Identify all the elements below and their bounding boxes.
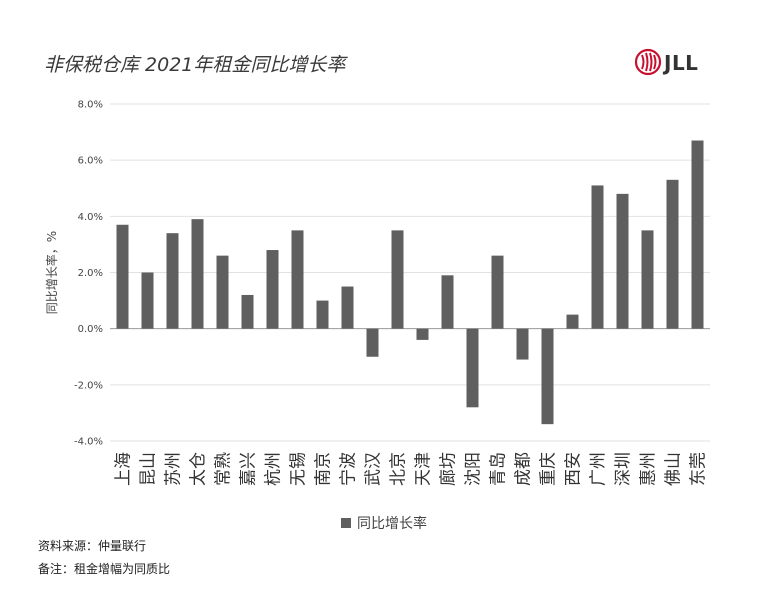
y-tick-label: 6.0% bbox=[78, 156, 103, 167]
bar bbox=[291, 230, 304, 329]
x-category-label: 廊坊 bbox=[439, 452, 459, 486]
bar bbox=[191, 219, 204, 329]
bar bbox=[266, 250, 279, 329]
bar bbox=[366, 328, 379, 357]
jll-logo-text: JLL bbox=[664, 51, 699, 75]
x-category-label: 嘉兴 bbox=[239, 452, 259, 486]
bar bbox=[491, 255, 504, 329]
bar bbox=[316, 300, 329, 329]
y-tick-label: 8.0% bbox=[78, 100, 103, 111]
y-tick-label: 0.0% bbox=[78, 324, 103, 335]
remark-note: 备注：租金增幅为同质比 bbox=[38, 562, 171, 576]
x-category-label: 天津 bbox=[414, 452, 434, 486]
x-category-label: 成都 bbox=[514, 452, 534, 486]
x-category-label: 宁波 bbox=[339, 452, 359, 486]
legend: 同比增长率 bbox=[341, 513, 427, 533]
y-tick-label: -2.0% bbox=[74, 380, 103, 391]
x-category-label: 惠州 bbox=[639, 452, 659, 486]
bar bbox=[141, 272, 154, 329]
x-category-label: 深圳 bbox=[614, 452, 634, 486]
gridlines bbox=[110, 103, 710, 442]
jll-logo: JLL bbox=[634, 48, 714, 78]
x-category-label: 武汉 bbox=[364, 452, 384, 486]
source-note: 资料来源：仲量联行 bbox=[38, 539, 147, 553]
bar bbox=[566, 314, 579, 329]
bar bbox=[691, 140, 704, 329]
bar bbox=[641, 230, 654, 329]
x-category-label: 东莞 bbox=[689, 452, 709, 486]
bar bbox=[591, 185, 604, 329]
bar bbox=[666, 179, 679, 329]
bar bbox=[116, 224, 129, 329]
x-category-label: 青岛 bbox=[489, 452, 509, 486]
x-category-label: 西安 bbox=[564, 452, 584, 486]
x-category-label: 太仓 bbox=[189, 452, 209, 486]
y-tick-label: -4.0% bbox=[74, 437, 103, 448]
bar bbox=[341, 286, 354, 329]
bar bbox=[241, 294, 254, 329]
bar bbox=[216, 255, 229, 329]
x-category-label: 佛山 bbox=[664, 452, 684, 486]
x-category-label: 北京 bbox=[389, 452, 409, 486]
y-axis-ticks: 8.0% 6.0% 4.0% 2.0% 0.0% -2.0% -4.0% bbox=[74, 100, 103, 448]
y-tick-label: 2.0% bbox=[78, 268, 103, 279]
jll-logo-icon bbox=[634, 48, 662, 76]
y-axis-label: 同比增长率，% bbox=[44, 231, 59, 314]
x-category-label: 上海 bbox=[114, 452, 134, 486]
legend-swatch bbox=[341, 518, 351, 528]
x-category-label: 重庆 bbox=[539, 452, 559, 486]
bar bbox=[166, 233, 179, 329]
bar bbox=[416, 328, 429, 340]
x-category-label: 杭州 bbox=[264, 452, 284, 486]
x-category-label: 广州 bbox=[589, 452, 609, 486]
bar bbox=[541, 328, 554, 425]
bar bbox=[441, 275, 454, 329]
bar bbox=[391, 230, 404, 329]
bar bbox=[516, 328, 529, 360]
x-category-label: 昆山 bbox=[139, 452, 159, 486]
chart-title: 非保税仓库 2021年租金同比增长率 bbox=[44, 54, 346, 76]
x-category-label: 无锡 bbox=[289, 452, 309, 486]
legend-label: 同比增长率 bbox=[357, 516, 427, 532]
bar bbox=[466, 328, 479, 408]
y-tick-label: 4.0% bbox=[78, 212, 103, 223]
x-category-label: 常熟 bbox=[213, 452, 234, 486]
bars bbox=[116, 140, 704, 425]
bar bbox=[616, 193, 629, 329]
x-category-label: 苏州 bbox=[164, 452, 184, 486]
x-category-label: 南京 bbox=[314, 452, 334, 486]
x-axis-categories: 上海 昆山 苏州 太仓 常熟 嘉兴 杭州 无锡 南京 宁波 武汉 北京 天津 廊坊 沈阳 青岛 成都 重庆 西安 广州… bbox=[114, 452, 709, 486]
x-category-label: 沈阳 bbox=[464, 452, 484, 486]
